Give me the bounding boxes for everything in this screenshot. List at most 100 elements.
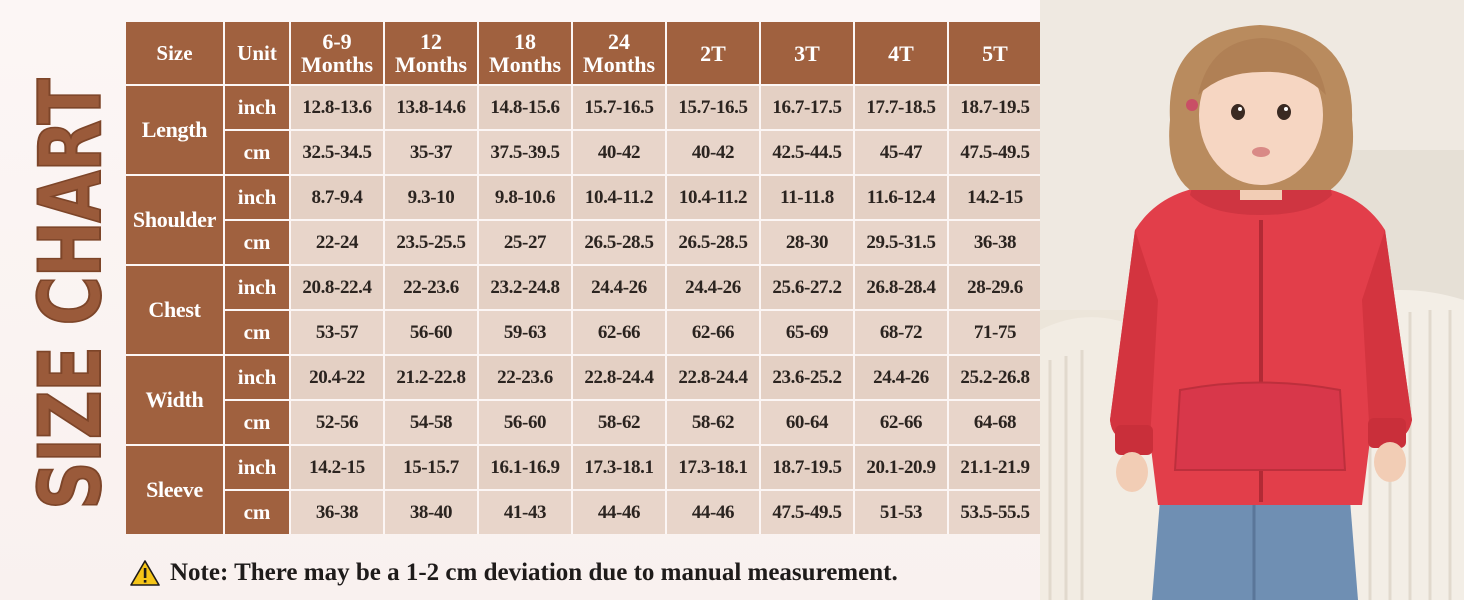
size-header-line1: 5T [982,40,1008,66]
table-cell: 18.7-19.5 [761,446,853,489]
table-cell: 20.8-22.4 [291,266,383,309]
table-cell: 58-62 [667,401,759,444]
unit-label: cm [225,491,289,534]
size-header-0: 6-9 Months [291,22,383,84]
table-cell: 65-69 [761,311,853,354]
table-cell: 44-46 [667,491,759,534]
unit-label: inch [225,176,289,219]
table-cell: 47.5-49.5 [761,491,853,534]
table-cell: 52-56 [291,401,383,444]
deviation-note: Note: There may be a 1-2 cm deviation du… [130,553,898,593]
table-cell: 13.8-14.6 [385,86,477,129]
table-cell: 37.5-39.5 [479,131,571,174]
table-cell: 38-40 [385,491,477,534]
unit-label: inch [225,266,289,309]
table-cell: 8.7-9.4 [291,176,383,219]
table-cell: 45-47 [855,131,947,174]
table-cell: 28-30 [761,221,853,264]
table-cell: 41-43 [479,491,571,534]
table-cell: 22.8-24.4 [573,356,665,399]
size-header-line2: Months [300,52,374,77]
table-cell: 24.4-26 [855,356,947,399]
table-cell: 18.7-19.5 [949,86,1041,129]
size-chart-title: SIZE CHART [18,70,122,520]
table-cell: 62-66 [667,311,759,354]
table-cell: 9.3-10 [385,176,477,219]
table-cell: 26.5-28.5 [667,221,759,264]
table-cell: 42.5-44.5 [761,131,853,174]
table-cell: 14.2-15 [949,176,1041,219]
table-cell: 22-24 [291,221,383,264]
size-table: Size Unit 6-9 Months 12 Months 18 Months 24 Mon… [126,22,1041,534]
table-cell: 40-42 [667,131,759,174]
category-sleeve: Sleeve [126,446,223,534]
table-cell: 16.7-17.5 [761,86,853,129]
table-cell: 60-64 [761,401,853,444]
table-cell: 21.1-21.9 [949,446,1041,489]
table-cell: 9.8-10.6 [479,176,571,219]
category-shoulder: Shoulder [126,176,223,264]
table-cell: 62-66 [573,311,665,354]
table-cell: 11-11.8 [761,176,853,219]
size-header-line1: 18 [514,29,536,54]
size-header-line1: 12 [420,29,442,54]
unit-label: cm [225,311,289,354]
size-header-line2: Months [582,52,656,77]
table-cell: 10.4-11.2 [667,176,759,219]
table-cell: 20.1-20.9 [855,446,947,489]
table-cell: 56-60 [479,401,571,444]
unit-label: inch [225,356,289,399]
size-header-7: 5T [949,22,1041,84]
note-text: Note: There may be a 1-2 cm deviation du… [170,559,898,586]
size-header-line1: 4T [888,40,914,66]
table-cell: 68-72 [855,311,947,354]
table-cell: 32.5-34.5 [291,131,383,174]
table-cell: 44-46 [573,491,665,534]
table-cell: 12.8-13.6 [291,86,383,129]
size-header-1: 12 Months [385,22,477,84]
category-chest: Chest [126,266,223,354]
size-header-6: 4T [855,22,947,84]
header-size: Size [126,22,223,84]
table-cell: 23.2-24.8 [479,266,571,309]
size-header-line2: Months [488,52,562,77]
table-cell: 26.5-28.5 [573,221,665,264]
product-photo [1040,0,1464,600]
table-cell: 22-23.6 [385,266,477,309]
table-cell: 25-27 [479,221,571,264]
table-cell: 17.3-18.1 [573,446,665,489]
size-header-line1: 24 [608,29,630,54]
table-cell: 59-63 [479,311,571,354]
table-cell: 28-29.6 [949,266,1041,309]
unit-label: cm [225,401,289,444]
table-cell: 24.4-26 [667,266,759,309]
category-width: Width [126,356,223,444]
unit-label: inch [225,446,289,489]
table-cell: 17.7-18.5 [855,86,947,129]
table-cell: 35-37 [385,131,477,174]
table-cell: 58-62 [573,401,665,444]
table-cell: 15.7-16.5 [573,86,665,129]
size-header-line1: 3T [794,40,820,66]
size-header-line1: 2T [700,40,726,66]
unit-label: cm [225,131,289,174]
table-cell: 15-15.7 [385,446,477,489]
header-unit: Unit [225,22,289,84]
table-cell: 56-60 [385,311,477,354]
size-chart-title-art: SIZE CHART [20,77,122,511]
table-cell: 22.8-24.4 [667,356,759,399]
size-header-4: 2T [667,22,759,84]
table-cell: 25.6-27.2 [761,266,853,309]
table-cell: 36-38 [291,491,383,534]
table-cell: 47.5-49.5 [949,131,1041,174]
table-cell: 54-58 [385,401,477,444]
warning-icon [130,560,160,586]
unit-label: cm [225,221,289,264]
table-cell: 15.7-16.5 [667,86,759,129]
table-cell: 26.8-28.4 [855,266,947,309]
table-cell: 23.5-25.5 [385,221,477,264]
table-cell: 36-38 [949,221,1041,264]
table-cell: 17.3-18.1 [667,446,759,489]
size-chart-title-text: SIZE CHART [21,78,121,510]
table-cell: 64-68 [949,401,1041,444]
